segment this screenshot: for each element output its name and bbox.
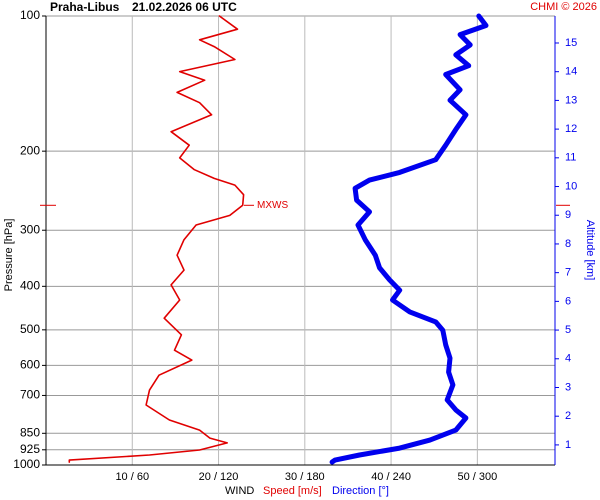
y2-tick-label: 4 [565,353,571,365]
y2-tick-label: 2 [565,410,571,422]
y-tick-label: 700 [20,388,40,402]
credit: CHMI © 2026 [530,1,597,13]
y-tick-label: 850 [20,425,40,439]
x-tick-label: 40 / 240 [371,471,411,483]
y2-tick-label: 11 [565,152,576,164]
chart-title: 21.02.2026 06 UTC [132,0,237,14]
x-tick-label: 20 / 120 [199,471,239,483]
y2-tick-label: 7 [565,267,571,279]
y-tick-label: 300 [20,222,40,236]
y2-tick-label: 3 [565,381,571,393]
annotation: MXWS [257,200,288,211]
y-tick-label: 600 [20,358,40,372]
legend-label: Speed [m/s] [263,485,322,497]
y2-tick-label: 6 [565,295,571,307]
series-line [68,15,245,463]
y-tick-label: 100 [20,8,40,22]
y2-tick-label: 13 [565,94,577,106]
x-tick-label: 50 / 300 [457,471,497,483]
y2-tick-label: 15 [565,37,577,49]
station: Praha-Libus [50,0,120,14]
y-tick-label: 925 [20,442,40,456]
x-axis-label: WIND [225,485,254,497]
series-line [329,13,489,465]
y-tick-label: 400 [20,278,40,292]
x-tick-label: 30 / 180 [285,471,325,483]
x-tick-label: 10 / 60 [115,471,149,483]
y2-axis-label: Altitude [km] [584,220,596,281]
y2-tick-label: 9 [565,209,571,221]
legend-label: Direction [°] [332,485,389,497]
y2-tick-label: 1 [565,439,571,451]
y2-tick-label: 12 [565,123,577,135]
y2-tick-label: 5 [565,324,571,336]
y2-tick-label: 10 [565,180,577,192]
y2-tick-label: 14 [565,66,577,78]
y-tick-label: 200 [20,143,40,157]
y-axis-label: Pressure [hPa] [3,219,15,292]
y-tick-label: 1000 [13,457,40,471]
y-tick-label: 500 [20,322,40,336]
y2-tick-label: 8 [565,238,571,250]
